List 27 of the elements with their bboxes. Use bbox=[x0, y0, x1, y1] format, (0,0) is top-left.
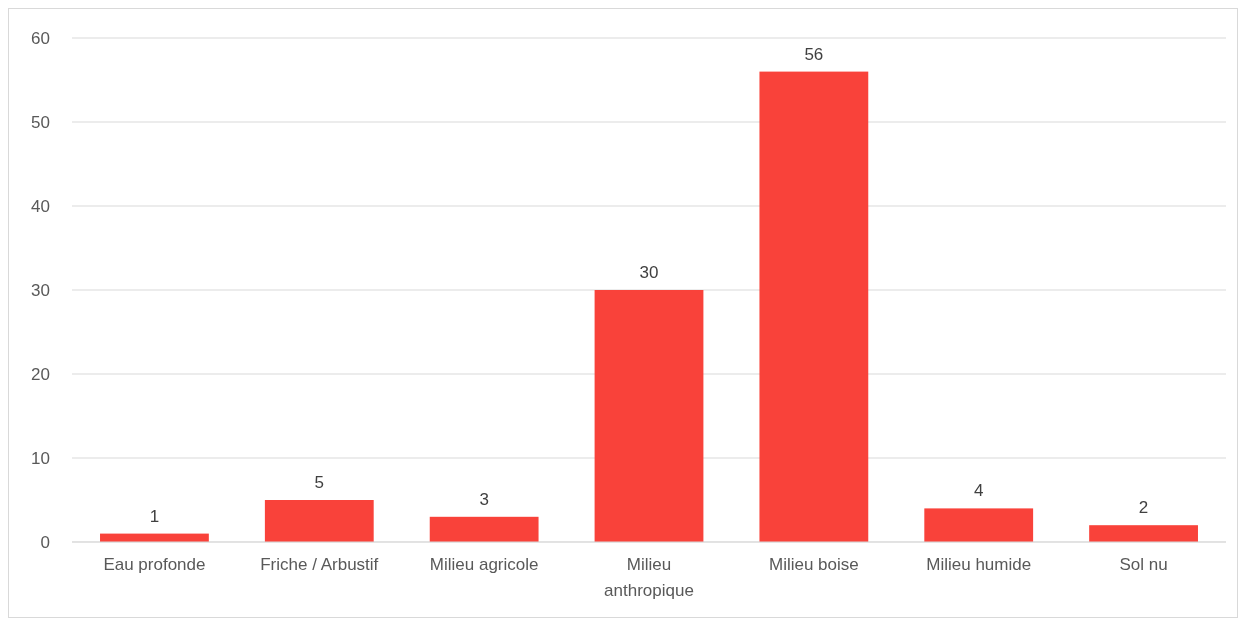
bar bbox=[594, 290, 704, 542]
bar bbox=[1089, 525, 1198, 542]
data-label: 5 bbox=[314, 473, 325, 492]
y-tick-label: 40 bbox=[31, 196, 50, 216]
x-tick-label: Eau profonde bbox=[103, 555, 206, 574]
x-tick-label: Milieu anthropique bbox=[604, 555, 694, 600]
bar bbox=[429, 516, 539, 542]
x-tick-label: Milieu agricole bbox=[429, 555, 539, 574]
data-label: 2 bbox=[1138, 498, 1149, 518]
x-tick-label: Milieu humide bbox=[926, 555, 1032, 574]
y-tick-label: 0 bbox=[40, 532, 50, 552]
x-tick-label: Milieu boise bbox=[768, 555, 859, 574]
y-tick-label: 50 bbox=[31, 112, 50, 132]
data-label: 56 bbox=[804, 44, 824, 64]
y-tick-label: 30 bbox=[31, 280, 50, 300]
bar bbox=[264, 500, 374, 542]
x-tick-label: Sol nu bbox=[1119, 555, 1168, 574]
bar bbox=[759, 71, 869, 542]
bar bbox=[924, 508, 1034, 542]
y-tick-label: 20 bbox=[31, 364, 50, 384]
data-label: 30 bbox=[639, 263, 659, 282]
x-tick-label: Friche / Arbustif bbox=[260, 555, 379, 574]
y-tick-label: 10 bbox=[31, 448, 50, 468]
data-label: 4 bbox=[973, 481, 984, 501]
data-label: 1 bbox=[149, 506, 160, 526]
data-label: 3 bbox=[479, 489, 489, 509]
y-tick-label: 60 bbox=[31, 28, 50, 48]
